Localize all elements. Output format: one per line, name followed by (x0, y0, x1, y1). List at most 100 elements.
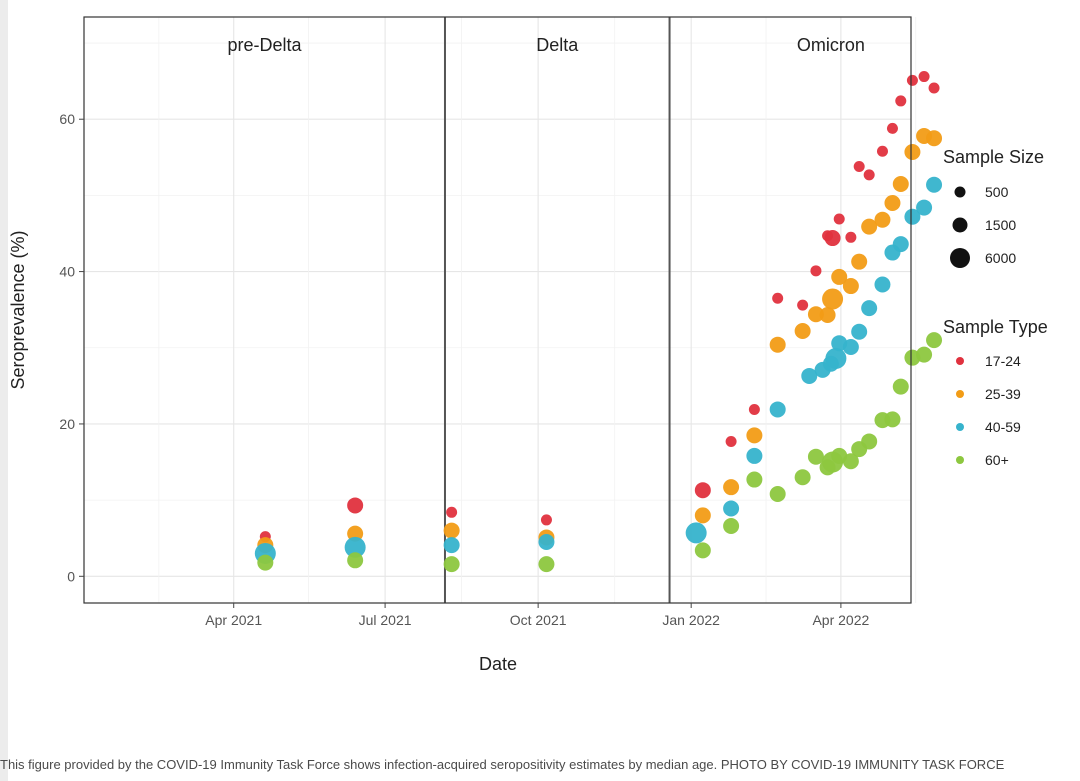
data-point-40-59 (926, 176, 943, 193)
plot-background (84, 17, 911, 603)
size-legend-title: Sample Size (943, 147, 1044, 167)
color-legend-label: 25-39 (985, 386, 1021, 402)
x-tick-label: Jan 2022 (662, 612, 720, 628)
size-legend-label: 500 (985, 184, 1009, 200)
data-point-17-24 (928, 82, 940, 94)
data-point-60+ (807, 448, 824, 465)
data-point-25-39 (892, 175, 909, 192)
color-legend-key-25-39 (956, 390, 964, 398)
data-point-60+ (916, 346, 933, 363)
data-point-40-59 (874, 276, 891, 293)
y-axis: 0 20 40 60 (59, 111, 84, 584)
data-point-60+ (257, 554, 274, 571)
legend: Sample Size Sample Type 500 1500 6000 17-24… (943, 147, 1048, 468)
y-axis-title: Seroprevalence (%) (8, 230, 28, 389)
data-point-25-39 (807, 306, 824, 323)
seroprevalence-chart: pre-Delta Delta Omicron 0 20 40 60 Apr 2021 Ju… (8, 16, 1048, 674)
data-point-25-39 (794, 323, 811, 340)
color-legend-key-17-24 (956, 357, 964, 365)
color-legend-label: 40-59 (985, 419, 1021, 435)
data-point-60+ (794, 469, 811, 486)
data-point-17-24 (725, 435, 737, 447)
data-point-25-39 (769, 336, 786, 353)
color-legend-key-40-59 (956, 423, 964, 431)
data-point-17-24 (863, 169, 875, 181)
x-tick-label: Apr 2021 (205, 612, 262, 628)
x-axis: Apr 2021 Jul 2021 Oct 2021 Jan 2022 Apr 2022 (205, 603, 870, 628)
size-legend-label: 1500 (985, 217, 1016, 233)
data-point-60+ (694, 542, 711, 559)
data-point-40-59 (769, 401, 786, 418)
data-point-17-24 (772, 292, 784, 304)
data-point-40-59 (746, 447, 763, 464)
data-point-25-39 (884, 195, 901, 212)
data-point-17-24 (824, 230, 841, 247)
data-point-17-24 (446, 506, 458, 518)
data-point-17-24 (810, 265, 822, 277)
page-left-edge (0, 0, 8, 781)
size-legend-key (952, 217, 968, 233)
data-point-60+ (926, 332, 943, 349)
data-point-40-59 (904, 208, 921, 225)
data-point-17-24 (853, 160, 865, 172)
data-point-40-59 (801, 367, 818, 384)
data-point-40-59 (851, 323, 868, 340)
size-legend-key (950, 248, 970, 268)
data-point-40-59 (723, 500, 740, 517)
data-point-25-39 (822, 288, 844, 310)
data-point-17-24 (845, 231, 857, 243)
period-labels: pre-Delta Delta Omicron (227, 35, 864, 55)
data-point-60+ (769, 486, 786, 503)
period-label: Omicron (797, 35, 865, 55)
data-point-25-39 (842, 278, 859, 295)
period-label: Delta (536, 35, 579, 55)
data-point-40-59 (344, 536, 366, 558)
data-point-60+ (538, 556, 555, 573)
data-point-17-24 (876, 145, 888, 157)
plot-border (83, 16, 912, 604)
data-point-40-59 (538, 534, 555, 551)
data-point-17-24 (886, 122, 898, 134)
color-legend-label: 60+ (985, 452, 1009, 468)
data-point-17-24 (540, 514, 552, 526)
period-label: pre-Delta (227, 35, 302, 55)
data-point-17-24 (347, 497, 364, 514)
data-point-17-24 (833, 213, 845, 225)
data-point-60+ (892, 378, 909, 395)
y-tick-label: 0 (67, 568, 75, 584)
data-point-17-24 (918, 71, 930, 83)
figure-caption: This figure provided by the COVID-19 Imm… (0, 757, 1005, 772)
grid-lines (84, 17, 917, 603)
data-points (254, 71, 943, 573)
x-tick-label: Jul 2021 (359, 612, 412, 628)
data-point-17-24 (906, 74, 918, 86)
data-point-25-39 (723, 479, 740, 496)
data-point-25-39 (347, 525, 364, 542)
size-legend-key (954, 186, 966, 198)
data-point-25-39 (904, 143, 921, 160)
color-legend-key-60+ (956, 456, 964, 464)
data-point-60+ (443, 556, 460, 573)
data-point-60+ (723, 518, 740, 535)
data-point-17-24 (895, 95, 907, 107)
data-point-25-39 (861, 218, 878, 235)
y-tick-label: 40 (59, 264, 75, 280)
x-tick-label: Oct 2021 (510, 612, 567, 628)
data-point-60+ (842, 453, 859, 470)
data-point-40-59 (892, 236, 909, 253)
x-axis-title: Date (479, 654, 517, 674)
y-tick-label: 60 (59, 111, 75, 127)
data-point-25-39 (746, 427, 763, 444)
y-tick-label: 20 (59, 416, 75, 432)
data-point-40-59 (825, 347, 847, 369)
data-point-25-39 (694, 507, 711, 524)
data-point-17-24 (797, 299, 809, 311)
color-legend-label: 17-24 (985, 353, 1021, 369)
size-legend-label: 6000 (985, 250, 1016, 266)
color-legend-title: Sample Type (943, 317, 1048, 337)
data-point-25-39 (819, 307, 836, 324)
data-point-40-59 (443, 537, 460, 554)
x-tick-label: Apr 2022 (812, 612, 869, 628)
data-point-17-24 (748, 403, 760, 415)
data-point-60+ (884, 411, 901, 428)
